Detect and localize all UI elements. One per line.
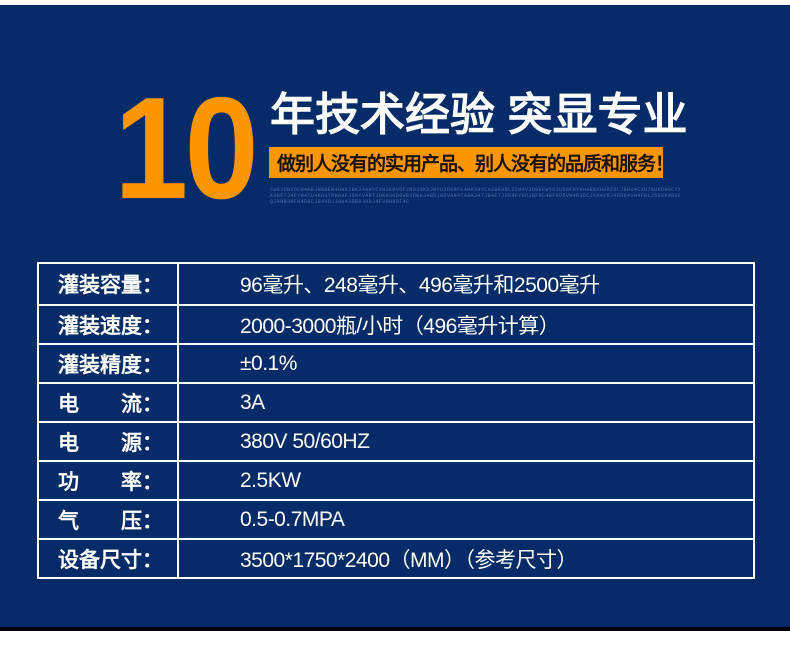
top-white-strip	[0, 0, 790, 5]
spec-table: 灌装容量： 96毫升、248毫升、496毫升和2500毫升 灌装速度： 2000…	[37, 262, 755, 579]
spec-value: 3A	[240, 390, 265, 414]
spec-label: 气 压：	[39, 501, 179, 538]
spec-label: 灌装速度：	[39, 306, 179, 343]
table-row-filling-speed: 灌装速度： 2000-3000瓶/小时（496毫升计算）	[39, 306, 753, 345]
spec-label: 灌装精度：	[39, 345, 179, 382]
spec-value: 2000-3000瓶/小时（496毫升计算）	[240, 314, 560, 338]
spec-value: 2.5KW	[240, 468, 301, 492]
micro-text-line: K0NFTJ4FYH4TU4KD3YPHA4FJ50YV4RTJDKH3KD6W…	[270, 193, 680, 199]
table-row-power: 功 率： 2.5KW	[39, 462, 753, 501]
slogan-text: 做别人没有的实用产品、别人没有的品质和服务！	[277, 154, 674, 175]
spec-value: 96毫升、248毫升、496毫升和2500毫升	[240, 274, 600, 297]
bottom-white-strip	[0, 631, 790, 645]
blue-panel: 10 年技术经验 突显专业 做别人没有的实用产品、别人没有的品质和服务！ CW8…	[0, 5, 790, 627]
table-row-air-pressure: 气 压： 0.5-0.7MPA	[39, 501, 753, 540]
spec-label: 功 率：	[39, 462, 179, 499]
table-row-dimensions: 设备尺寸： 3500*1750*2400（MM）（参考尺寸）	[39, 540, 753, 577]
table-row-filling-precision: 灌装精度： ±0.1%	[39, 345, 753, 384]
headline-text: 年技术经验 突显专业	[270, 89, 688, 140]
hero-section: 10 年技术经验 突显专业 做别人没有的实用产品、别人没有的品质和服务！ CW8…	[0, 5, 790, 262]
spec-label: 电 流：	[39, 384, 179, 421]
spec-value: 3500*1750*2400（MM）（参考尺寸）	[240, 548, 577, 572]
spec-value: ±0.1%	[240, 351, 297, 375]
spec-label: 灌装容量：	[39, 264, 179, 304]
spec-label: 电 源：	[39, 423, 179, 460]
table-row-power-supply: 电 源： 380V 50/60HZ	[39, 423, 753, 462]
micro-text-block: CW83DBXOCH4KBJHB8ER4DHK2BK34AHYCXH3EHVOF…	[270, 187, 680, 205]
table-row-current: 电 流： 3A	[39, 384, 753, 423]
bottom-black-bar	[0, 627, 790, 631]
spec-value: 380V 50/60HZ	[240, 429, 370, 453]
micro-text-line: CW83DBXOCH4KBJHB8ER4DHK2BK34AHYCXH3EHVOF…	[270, 187, 680, 193]
slogan-banner: 做别人没有的实用产品、别人没有的品质和服务！	[269, 147, 674, 178]
spec-value: 0.5-0.7MPA	[240, 507, 345, 531]
big-number-10: 10	[114, 67, 259, 229]
spec-label: 设备尺寸：	[39, 540, 179, 577]
table-row-filling-capacity: 灌装容量： 96毫升、248毫升、496毫升和2500毫升	[39, 264, 753, 306]
micro-text-line: QJ4HR3RFH4D8CJ84VDJJ0U43DB83HDJ4FV0H8DT4…	[270, 199, 410, 205]
